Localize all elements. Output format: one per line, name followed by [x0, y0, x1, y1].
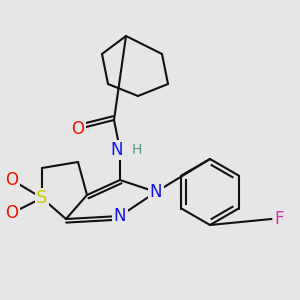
Text: O: O — [5, 204, 19, 222]
Text: F: F — [274, 210, 284, 228]
Text: O: O — [71, 120, 85, 138]
Text: H: H — [131, 143, 142, 157]
Text: N: N — [150, 183, 162, 201]
Text: N: N — [111, 141, 123, 159]
Text: O: O — [5, 171, 19, 189]
Text: S: S — [36, 189, 48, 207]
Text: N: N — [114, 207, 126, 225]
